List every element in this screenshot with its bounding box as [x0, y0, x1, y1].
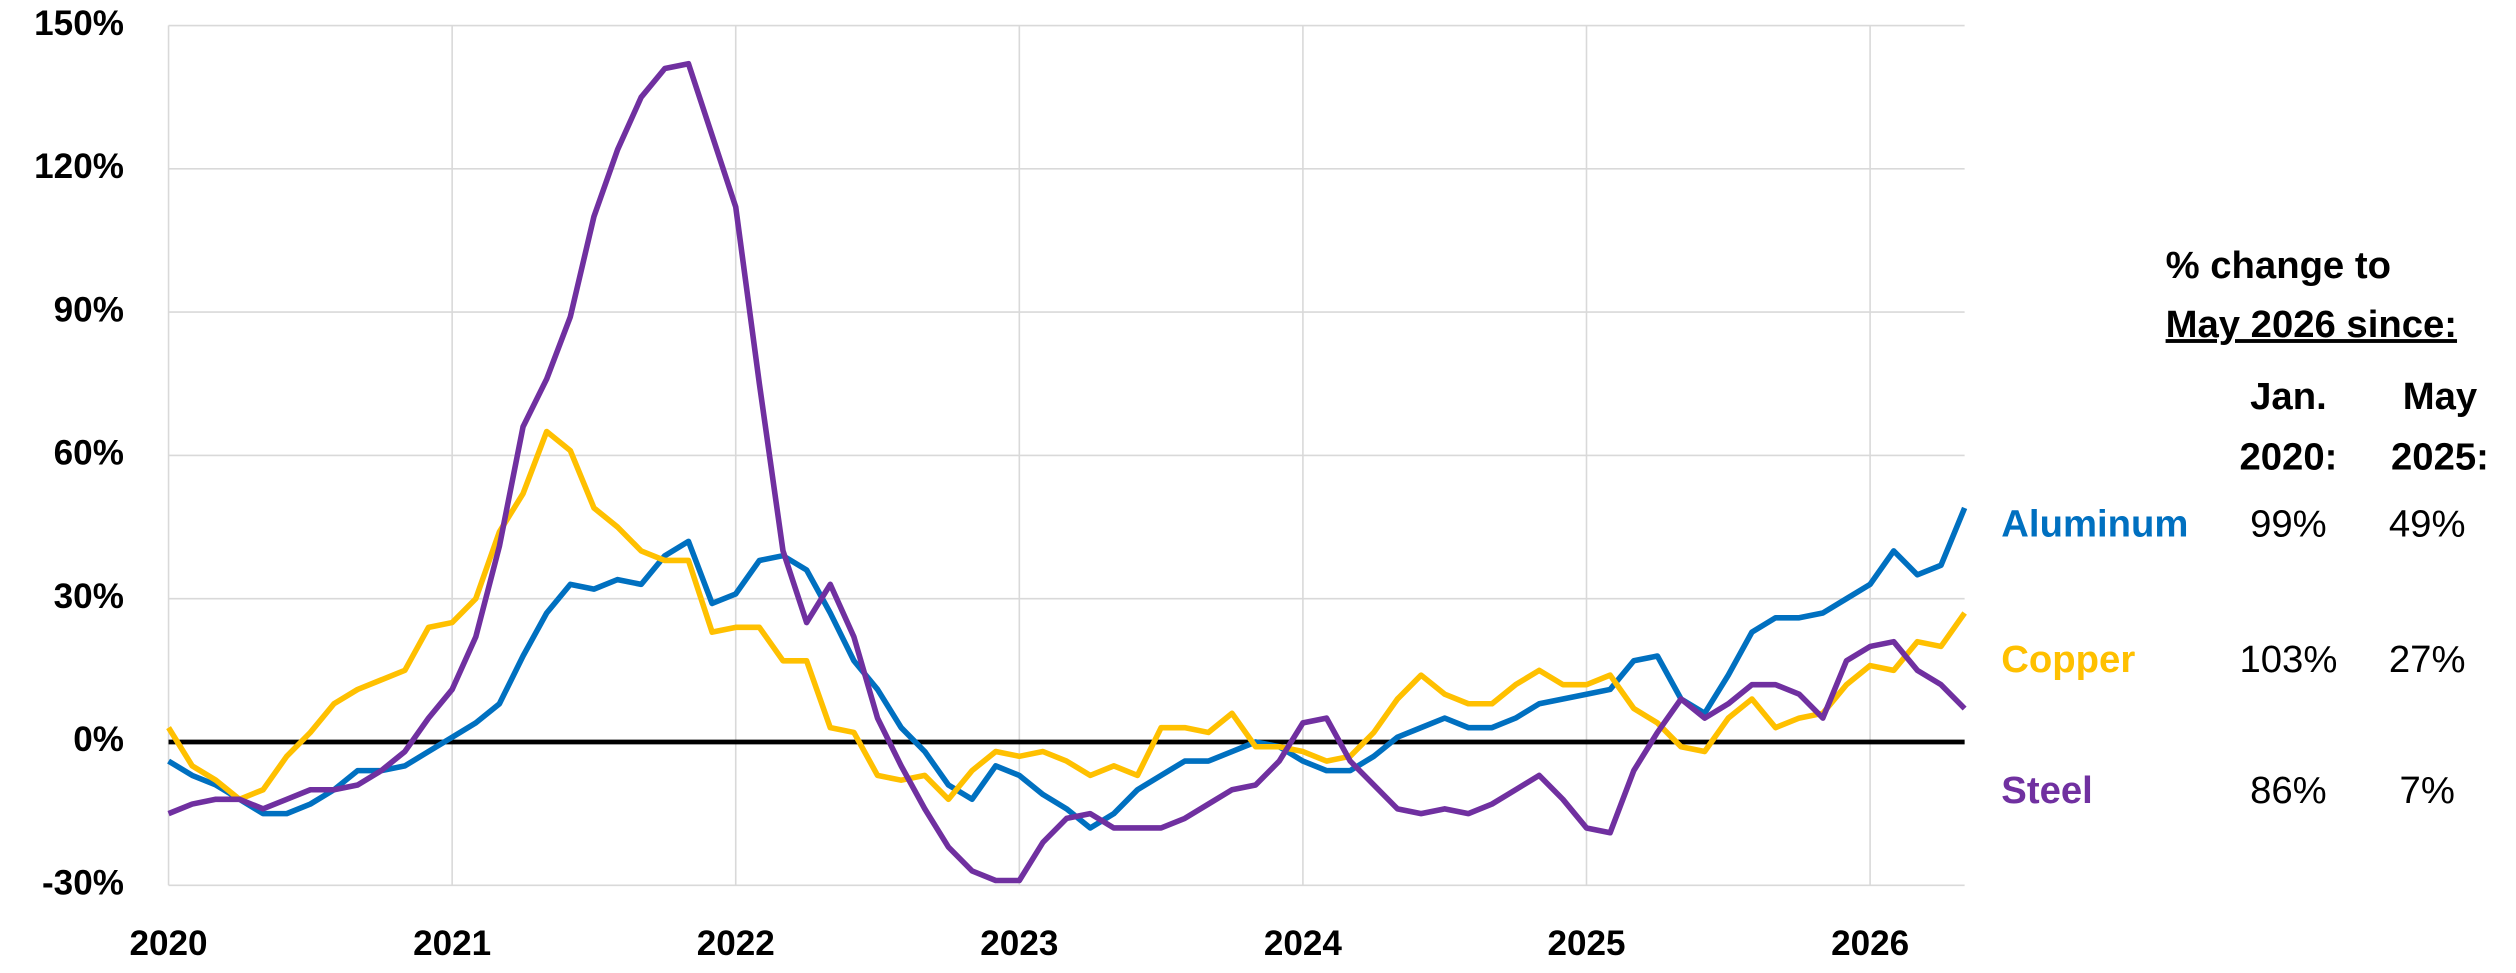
- table-cell: 7%: [2400, 769, 2455, 812]
- table-cell: 49%: [2389, 502, 2466, 545]
- table-cell: 103%: [2239, 638, 2337, 681]
- x-tick-label: 2022: [697, 924, 775, 963]
- legend-label: Copper: [2001, 638, 2135, 681]
- table-title: May 2026 since:: [2166, 303, 2457, 346]
- series-line: [167, 506, 1968, 831]
- legend-label: Aluminum: [2001, 502, 2188, 545]
- x-tick-label: 2024: [1264, 924, 1343, 963]
- x-tick-label: 2023: [980, 924, 1058, 963]
- table-cell: 86%: [2250, 769, 2327, 812]
- y-tick-label: -30%: [42, 864, 124, 903]
- table-title: % change to: [2166, 244, 2391, 287]
- column-header: 2020:: [2239, 435, 2337, 478]
- legend-label: Steel: [2001, 769, 2092, 812]
- column-header: 2025:: [2391, 435, 2489, 478]
- table-cell: 99%: [2250, 502, 2327, 545]
- series-line: [167, 60, 1967, 884]
- y-tick-label: 90%: [54, 290, 124, 329]
- series-line: [166, 428, 1967, 803]
- x-tick-label: 2020: [130, 924, 208, 963]
- x-tick-label: 2021: [413, 924, 491, 963]
- y-tick-label: 150%: [34, 4, 124, 43]
- x-tick-label: 2026: [1831, 924, 1909, 963]
- column-header: Jan.: [2250, 375, 2327, 418]
- column-header: May: [2403, 375, 2478, 418]
- y-tick-label: 120%: [34, 147, 124, 186]
- y-tick-label: 0%: [73, 720, 124, 759]
- table-cell: 27%: [2389, 638, 2466, 681]
- y-tick-label: 30%: [54, 577, 124, 616]
- x-tick-label: 2025: [1547, 924, 1625, 963]
- y-tick-label: 60%: [54, 434, 124, 473]
